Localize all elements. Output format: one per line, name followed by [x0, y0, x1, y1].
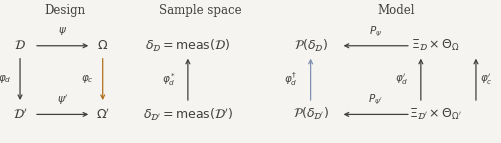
Text: Design: Design [45, 4, 86, 16]
Text: $\mathcal{D}$: $\mathcal{D}$ [14, 39, 26, 52]
Text: $\Xi_{\mathcal{D}'}\times\Theta_{\Omega'}$: $\Xi_{\mathcal{D}'}\times\Theta_{\Omega'… [409, 107, 462, 122]
Text: $\mathit{\delta}_{\mathcal{D}'}=\mathrm{meas}(\mathcal{D}')$: $\mathit{\delta}_{\mathcal{D}'}=\mathrm{… [143, 106, 233, 123]
Text: $\varphi_d^{\dagger}$: $\varphi_d^{\dagger}$ [284, 71, 297, 88]
Text: $\psi'$: $\psi'$ [57, 93, 68, 107]
Text: $\psi$: $\psi$ [58, 25, 67, 37]
Text: $P_{\psi'}$: $P_{\psi'}$ [368, 93, 383, 107]
Text: Model: Model [377, 4, 414, 16]
Text: $P_{\psi}$: $P_{\psi}$ [369, 24, 382, 39]
Text: $\varphi_d^*$: $\varphi_d^*$ [162, 71, 176, 88]
Text: $\varphi_c$: $\varphi_c$ [81, 73, 94, 85]
Text: $\mathcal{P}(\mathit{\delta}_{\mathcal{D}'})$: $\mathcal{P}(\mathit{\delta}_{\mathcal{D… [293, 106, 329, 122]
Text: $\mathcal{D}'$: $\mathcal{D}'$ [13, 107, 27, 122]
Text: $\varphi_d'$: $\varphi_d'$ [395, 72, 408, 87]
Text: Sample space: Sample space [159, 4, 241, 16]
Text: $\Omega$: $\Omega$ [97, 39, 108, 52]
Text: $\varphi_d$: $\varphi_d$ [0, 73, 12, 85]
Text: $\mathcal{P}(\mathit{\delta}_{\mathcal{D}})$: $\mathcal{P}(\mathit{\delta}_{\mathcal{D… [294, 38, 328, 54]
Text: $\Xi_{\mathcal{D}}\times\Theta_{\Omega}$: $\Xi_{\mathcal{D}}\times\Theta_{\Omega}$ [411, 38, 460, 53]
Text: $\mathit{\delta}_{\mathcal{D}}=\mathrm{meas}(\mathcal{D})$: $\mathit{\delta}_{\mathcal{D}}=\mathrm{m… [145, 38, 230, 54]
Text: $\Omega'$: $\Omega'$ [96, 107, 110, 122]
Text: $\varphi_c'$: $\varphi_c'$ [479, 72, 492, 87]
